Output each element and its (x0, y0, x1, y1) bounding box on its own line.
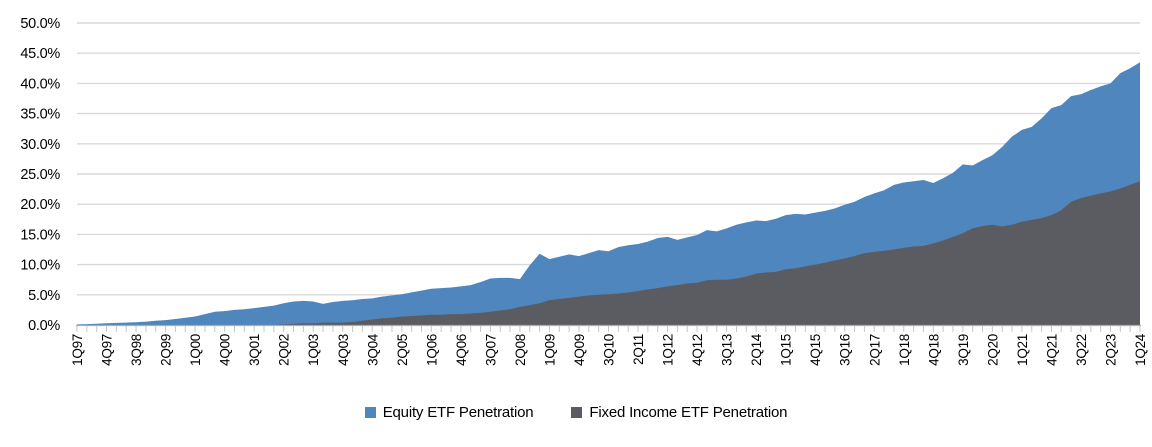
x-axis-tick-label: 1Q18 (897, 334, 912, 366)
x-axis-tick-label: 1Q00 (188, 334, 203, 366)
chart-legend: Equity ETF Penetration Fixed Income ETF … (0, 404, 1152, 421)
x-axis-tick-label: 4Q18 (926, 334, 941, 366)
y-axis-tick-label: 25.0% (20, 167, 60, 183)
x-axis-tick-label: 2Q08 (513, 334, 528, 366)
x-axis-tick-label: 1Q15 (779, 334, 794, 366)
x-axis-tick-label: 2Q02 (277, 334, 292, 366)
x-axis-tick-label: 2Q17 (867, 334, 882, 366)
y-axis-tick-label: 5.0% (28, 288, 60, 304)
x-axis-tick-label: 4Q00 (218, 334, 233, 366)
equity-legend-swatch-icon (364, 407, 376, 418)
x-axis-tick-label: 2Q11 (631, 334, 646, 365)
fixed-income-legend-swatch-icon (571, 407, 583, 418)
x-axis-tick-label: 2Q99 (159, 334, 174, 366)
y-axis-tick-label: 0.0% (28, 318, 60, 334)
x-axis-tick-label: 3Q98 (129, 334, 144, 366)
legend-label-equity: Equity ETF Penetration (382, 404, 534, 421)
x-axis-tick-label: 3Q19 (956, 334, 971, 366)
y-axis-tick-label: 35.0% (20, 107, 60, 123)
x-axis-tick-label: 3Q04 (365, 333, 380, 366)
x-axis-tick-label: 4Q12 (690, 334, 705, 366)
x-axis-tick-label: 1Q06 (424, 334, 439, 366)
y-axis-tick-label: 50.0% (20, 16, 60, 32)
x-axis-tick-label: 2Q14 (749, 333, 764, 366)
x-axis-tick-label: 2Q23 (1103, 334, 1118, 366)
x-axis-tick-label: 1Q24 (1133, 333, 1148, 366)
x-axis-tick-label: 3Q01 (247, 334, 262, 366)
chart-plot-area: 0.0% 5.0% 10.0% 15.0% 20.0% 25.0% 30.0% 35.0% 40… (20, 16, 1148, 366)
legend-item-equity: Equity ETF Penetration (364, 404, 534, 421)
x-axis-tick-label: 1Q12 (661, 334, 676, 366)
x-axis-tick-label: 3Q22 (1074, 334, 1089, 366)
y-axis-tick-label: 10.0% (20, 258, 60, 274)
fixed-income-area-series (77, 181, 1140, 325)
x-axis-tick-label: 4Q97 (100, 334, 115, 366)
x-axis-tick-label: 1Q21 (1015, 334, 1030, 366)
x-axis-tick-label: 3Q13 (720, 334, 735, 366)
x-axis-tick-label: 4Q09 (572, 334, 587, 366)
x-axis-tick-label: 4Q15 (808, 334, 823, 366)
y-axis-tick-label: 15.0% (20, 227, 60, 243)
x-axis-tick-label: 2Q20 (985, 334, 1000, 366)
x-axis-tick-label: 4Q06 (454, 334, 469, 366)
y-axis-tick-label: 40.0% (20, 76, 60, 92)
x-axis-tick-label: 1Q97 (70, 334, 85, 366)
x-axis-tick-label: 3Q07 (483, 334, 498, 366)
x-axis-tick-label: 3Q10 (602, 334, 617, 366)
x-axis-tick-label: 4Q21 (1044, 334, 1059, 366)
legend-item-fixed-income: Fixed Income ETF Penetration (571, 404, 787, 421)
y-axis-tick-label: 20.0% (20, 197, 60, 213)
x-axis-tick-label: 3Q16 (838, 334, 853, 366)
y-axis-tick-label: 30.0% (20, 137, 60, 153)
x-axis-tick-label: 1Q03 (306, 334, 321, 366)
y-axis-tick-label: 45.0% (20, 46, 60, 62)
x-axis-tick-label: 4Q03 (336, 334, 351, 366)
x-axis-tick-label: 1Q09 (542, 334, 557, 366)
legend-label-fixed-income: Fixed Income ETF Penetration (589, 404, 788, 421)
x-axis-tick-label: 2Q05 (395, 334, 410, 366)
